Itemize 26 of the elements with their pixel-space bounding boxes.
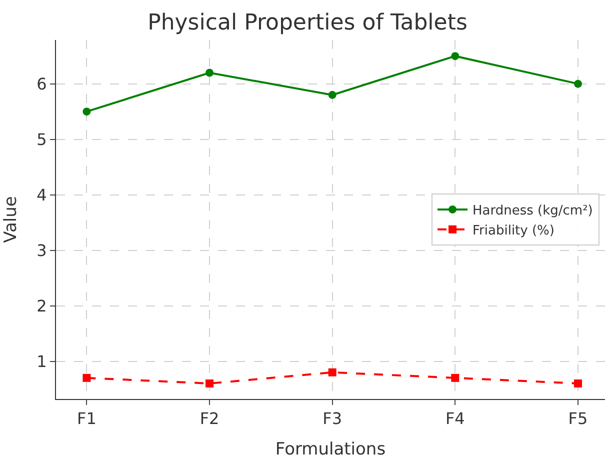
point: [451, 52, 460, 60]
x-tick-label: F4: [445, 409, 465, 428]
y-axis-title: Value: [1, 196, 22, 243]
point: [206, 379, 214, 388]
y-tick-label: 2: [36, 296, 47, 316]
y-tick-label: 1: [36, 352, 47, 371]
x-tick-label: F1: [77, 409, 96, 428]
y-tick-label: 4: [36, 185, 47, 204]
point: [451, 374, 460, 382]
point: [206, 68, 214, 77]
point: [82, 108, 91, 116]
x-tick-label: F3: [322, 409, 342, 428]
legend-label: Friability (%): [472, 223, 554, 238]
x-tick-label: F5: [568, 409, 588, 428]
y-tick-label: 5: [36, 130, 47, 149]
point: [574, 379, 582, 388]
y-tick-label: 6: [36, 74, 47, 94]
point: [574, 80, 582, 88]
x-axis-title: Formulations: [275, 440, 386, 460]
x-tick-label: F2: [200, 409, 220, 428]
point: [82, 374, 91, 382]
chart-title: Physical Properties of Tablets: [148, 10, 468, 36]
point: [328, 90, 336, 99]
y-tick-label: 3: [36, 240, 47, 260]
point: [328, 368, 336, 376]
legend-label: Hardness (kg/cm²): [472, 204, 593, 219]
